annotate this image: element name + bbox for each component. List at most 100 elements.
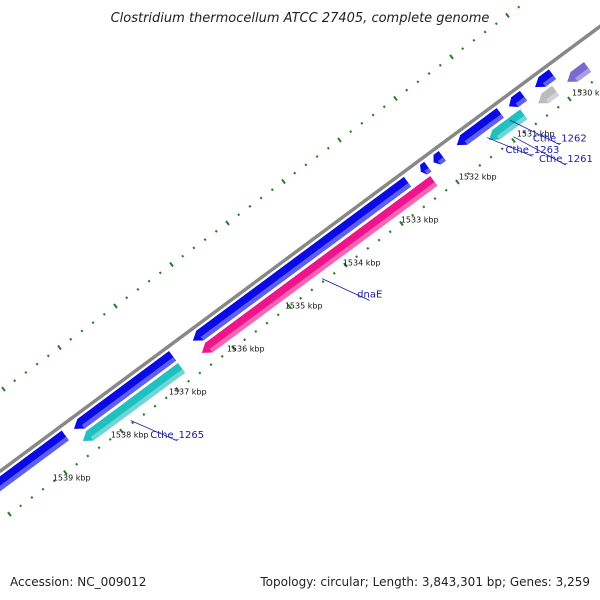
gene-feature[interactable] bbox=[201, 175, 438, 353]
tick-mark bbox=[19, 504, 23, 508]
gene-feature[interactable] bbox=[192, 176, 412, 341]
tick-mark bbox=[511, 137, 516, 144]
tick-mark bbox=[41, 487, 45, 491]
tick-mark bbox=[366, 246, 370, 250]
tick-mark bbox=[393, 95, 398, 102]
gene-label-leader bbox=[513, 136, 567, 166]
tick-mark bbox=[523, 130, 527, 134]
tick-mark bbox=[220, 354, 224, 358]
tick-mark bbox=[494, 22, 498, 26]
map-title: Clostridium thermocellum ATCC 27405, com… bbox=[111, 11, 490, 26]
tick-mark bbox=[438, 63, 442, 67]
gene-feature[interactable] bbox=[488, 109, 528, 140]
tick-mark bbox=[505, 12, 510, 18]
tick-mark bbox=[444, 188, 448, 192]
tick-mark bbox=[136, 287, 140, 291]
gene-feature-highlight bbox=[81, 357, 177, 429]
tick-mark bbox=[7, 511, 12, 517]
genome-backbone bbox=[0, 24, 600, 474]
tick-mark bbox=[147, 279, 151, 283]
gene-feature-highlight bbox=[0, 436, 69, 492]
tick-mark bbox=[349, 130, 353, 134]
gene-feature-highlight bbox=[209, 182, 438, 353]
tick-mark bbox=[371, 113, 375, 117]
tick-label: 1538 kbp bbox=[111, 430, 149, 439]
gene-label[interactable]: Cthe_1265 bbox=[150, 430, 204, 441]
tick-mark bbox=[355, 255, 359, 259]
tick-mark bbox=[119, 428, 124, 434]
tick-mark bbox=[265, 321, 269, 325]
tick-mark bbox=[175, 386, 180, 393]
tick-mark bbox=[293, 171, 297, 175]
genes-layer bbox=[0, 62, 592, 492]
tick-mark bbox=[63, 469, 68, 476]
tick-mark bbox=[102, 312, 106, 316]
gene-feature-highlight bbox=[542, 75, 557, 87]
tick-mark bbox=[332, 271, 336, 275]
tick-label: 1534 kbp bbox=[343, 258, 381, 267]
gene-feature[interactable] bbox=[567, 62, 592, 82]
tick-mark bbox=[57, 344, 62, 351]
gene-label[interactable]: Cthe_1262 bbox=[533, 134, 587, 145]
tick-mark bbox=[556, 105, 560, 109]
tick-mark bbox=[411, 213, 415, 217]
gene-label-leader bbox=[486, 137, 533, 157]
tick-mark bbox=[75, 462, 79, 466]
tick-mark bbox=[579, 89, 583, 93]
tick-mark bbox=[304, 163, 308, 167]
tick-mark bbox=[315, 155, 319, 159]
tick-mark bbox=[433, 197, 437, 201]
gene-feature[interactable] bbox=[82, 363, 186, 441]
tick-mark bbox=[388, 230, 392, 234]
tick-mark bbox=[243, 338, 247, 342]
gene-feature[interactable] bbox=[456, 108, 504, 146]
gene-label-leader bbox=[510, 120, 560, 146]
tick-mark bbox=[422, 205, 426, 209]
tick-mark bbox=[276, 313, 280, 317]
tick-mark bbox=[517, 5, 521, 9]
accession-text: Accession: NC_009012 bbox=[10, 575, 146, 589]
tick-mark bbox=[169, 261, 174, 268]
tick-mark bbox=[231, 345, 236, 351]
tick-mark bbox=[237, 213, 241, 217]
tick-mark bbox=[326, 146, 330, 150]
tick-dots-layer bbox=[1, 0, 594, 517]
tick-mark bbox=[158, 271, 162, 275]
tick-label: 1539 kbp bbox=[53, 473, 91, 482]
tick-mark bbox=[187, 379, 191, 383]
tick-mark bbox=[13, 379, 17, 383]
tick-label: 1531 kbp bbox=[517, 129, 555, 138]
tick-mark bbox=[125, 296, 129, 300]
gene-label[interactable]: Cthe_1261 bbox=[539, 154, 593, 165]
tick-mark bbox=[254, 329, 258, 333]
tick-labels-layer: 1530 kbp 1531 kbp 1532 kbp 1533 kbp 1534 kbp… bbox=[53, 89, 600, 483]
tick-mark bbox=[108, 437, 112, 441]
gene-label-leader bbox=[130, 420, 178, 442]
tick-mark bbox=[449, 54, 454, 60]
tick-mark bbox=[343, 262, 348, 268]
tick-mark bbox=[203, 238, 207, 242]
tick-mark bbox=[461, 47, 465, 51]
tick-mark bbox=[478, 163, 482, 167]
tick-mark bbox=[97, 446, 101, 450]
tick-mark bbox=[91, 321, 95, 325]
tick-mark bbox=[287, 303, 292, 310]
gene-feature-highlight bbox=[515, 96, 528, 107]
tick-label: 1535 kbp bbox=[285, 301, 323, 310]
tick-mark bbox=[500, 147, 504, 151]
gene-feature-highlight bbox=[575, 68, 592, 82]
gene-label[interactable]: dnaE bbox=[357, 290, 382, 301]
tick-mark bbox=[427, 72, 431, 75]
tick-mark bbox=[164, 396, 168, 400]
tick-mark bbox=[225, 220, 230, 226]
tick-mark bbox=[360, 121, 364, 125]
tick-mark bbox=[209, 363, 213, 367]
genome-summary-text: Topology: circular; Length: 3,843,301 bp… bbox=[259, 575, 590, 589]
tick-mark bbox=[534, 122, 538, 126]
tick-mark bbox=[131, 421, 135, 425]
gene-feature[interactable] bbox=[73, 351, 177, 429]
gene-feature-highlight bbox=[464, 114, 504, 145]
gene-label[interactable]: Cthe_1263 bbox=[506, 145, 560, 156]
tick-mark bbox=[1, 386, 6, 392]
